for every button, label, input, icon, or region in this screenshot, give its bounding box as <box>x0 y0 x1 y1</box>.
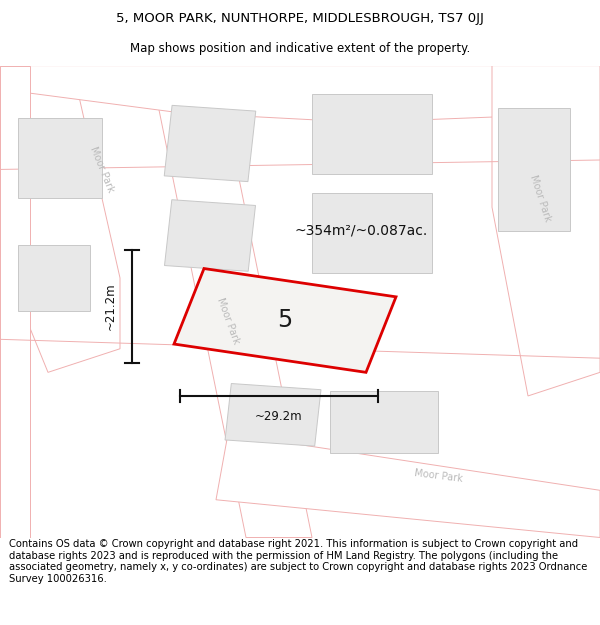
Bar <box>164 200 256 271</box>
Polygon shape <box>0 28 48 154</box>
Polygon shape <box>0 66 600 122</box>
Bar <box>225 384 321 446</box>
Text: Contains OS data © Crown copyright and database right 2021. This information is : Contains OS data © Crown copyright and d… <box>9 539 587 584</box>
Polygon shape <box>150 66 312 538</box>
Text: Moor Park: Moor Park <box>215 296 241 345</box>
Text: Moor Park: Moor Park <box>528 173 552 222</box>
Bar <box>330 391 438 452</box>
Polygon shape <box>216 434 600 538</box>
Bar <box>164 106 256 182</box>
Polygon shape <box>0 66 30 538</box>
Text: ~29.2m: ~29.2m <box>255 410 303 423</box>
Polygon shape <box>0 66 120 372</box>
Bar <box>312 94 432 174</box>
Text: Moor Park: Moor Park <box>413 468 463 484</box>
Text: ~21.2m: ~21.2m <box>104 282 117 330</box>
Text: Map shows position and indicative extent of the property.: Map shows position and indicative extent… <box>130 42 470 55</box>
Polygon shape <box>174 269 396 372</box>
Bar <box>18 245 90 311</box>
Polygon shape <box>492 66 600 396</box>
Bar <box>312 193 432 273</box>
Bar <box>498 108 570 231</box>
Bar <box>18 118 102 198</box>
Text: ~354m²/~0.087ac.: ~354m²/~0.087ac. <box>294 224 427 238</box>
Text: 5: 5 <box>277 308 293 332</box>
Text: Moor Park: Moor Park <box>88 145 116 194</box>
Text: 5, MOOR PARK, NUNTHORPE, MIDDLESBROUGH, TS7 0JJ: 5, MOOR PARK, NUNTHORPE, MIDDLESBROUGH, … <box>116 12 484 25</box>
